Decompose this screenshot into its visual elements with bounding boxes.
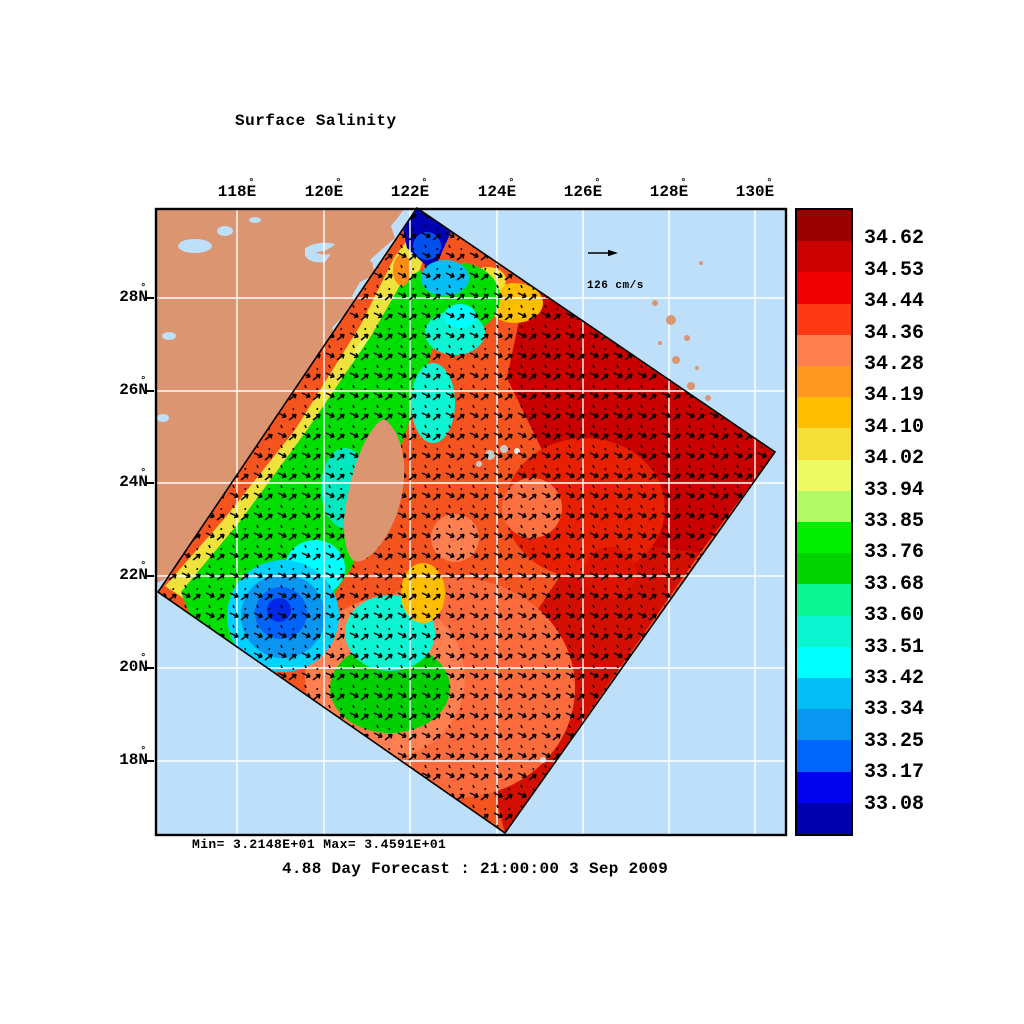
- colorbar-segment: [797, 272, 851, 304]
- colorbar-label: 33.51: [864, 636, 925, 659]
- colorbar-label: 33.85: [864, 510, 925, 533]
- colorbar-label: 33.76: [864, 541, 925, 564]
- colorbar-segment: [797, 522, 851, 554]
- lat-num: 22: [119, 566, 139, 584]
- forecast-caption: 4.88 Day Forecast : 21:00:00 3 Sep 2009: [282, 860, 669, 878]
- map-frame: [154, 207, 788, 837]
- lon-num: 130: [735, 183, 765, 201]
- colorbar-label: 33.94: [864, 479, 925, 502]
- colorbar-label: 33.34: [864, 698, 925, 721]
- lon-label-130e: 130E: [725, 183, 785, 201]
- page-title: Surface Salinity: [235, 112, 397, 130]
- colorbar-segment: [797, 366, 851, 398]
- colorbar-label: 34.36: [864, 322, 925, 345]
- colorbar-label: 33.25: [864, 730, 925, 753]
- mainland-landmass: [155, 208, 405, 584]
- lat-hemi: N: [138, 751, 148, 769]
- model-domain-outline: [156, 206, 777, 835]
- lon-num: 122: [390, 183, 420, 201]
- colorbar-label: 33.60: [864, 604, 925, 627]
- colorbar-segment: [797, 740, 851, 772]
- colorbar-segment: [797, 553, 851, 585]
- colorbar-segment: [797, 459, 851, 491]
- reference-vector-label: 126 cm/s: [587, 280, 644, 292]
- colorbar-segment: [797, 428, 851, 460]
- colorbar-label: 33.08: [864, 793, 925, 816]
- lon-num: 118: [217, 183, 247, 201]
- taiwan-island: [344, 419, 405, 562]
- colorbar-label: 33.68: [864, 573, 925, 596]
- colorbar-segment: [797, 771, 851, 803]
- lon-num: 124: [477, 183, 507, 201]
- lat-hemi: N: [138, 473, 148, 491]
- colorbar-label: 34.02: [864, 447, 925, 470]
- lat-label-20n: 20N: [86, 658, 148, 676]
- lon-num: 126: [563, 183, 593, 201]
- lon-hemi: E: [247, 183, 257, 201]
- lat-label-28n: 28N: [86, 288, 148, 306]
- lat-hemi: N: [138, 566, 148, 584]
- colorbar-segment: [797, 490, 851, 523]
- colorbar-segment: [797, 397, 851, 429]
- lon-hemi: E: [765, 183, 775, 201]
- lat-num: 20: [119, 658, 139, 676]
- lat-label-26n: 26N: [86, 381, 148, 399]
- colorbar-label: 34.53: [864, 259, 925, 282]
- colorbar-segment: [797, 303, 851, 335]
- lat-num: 26: [119, 381, 139, 399]
- map-panel: 126 cm/s: [146, 206, 788, 837]
- lat-label-24n: 24N: [86, 473, 148, 491]
- colorbar-label: 33.17: [864, 761, 925, 784]
- colorbar-segment: [797, 709, 851, 741]
- colorbar-segment: [797, 646, 851, 679]
- colorbar-segment: [797, 615, 851, 647]
- lon-hemi: E: [334, 183, 344, 201]
- lon-label-126e: 126E: [553, 183, 613, 201]
- lon-hemi: E: [507, 183, 517, 201]
- lon-label-124e: 124E: [467, 183, 527, 201]
- lon-hemi: E: [679, 183, 689, 201]
- lon-label-120e: 120E: [294, 183, 354, 201]
- colorbar-segment: [797, 678, 851, 710]
- colorbar-label: 34.19: [864, 384, 925, 407]
- lon-num: 128: [649, 183, 679, 201]
- lon-label-122e: 122E: [380, 183, 440, 201]
- lat-label-18n: 18N: [86, 751, 148, 769]
- ryukyu-islands: [652, 261, 711, 401]
- colorbar-label: 34.28: [864, 353, 925, 376]
- lat-num: 24: [119, 473, 139, 491]
- lakes: [157, 217, 335, 422]
- field-min-max: Min= 3.2148E+01 Max= 3.4591E+01: [192, 837, 447, 852]
- lat-label-22n: 22N: [86, 566, 148, 584]
- lon-hemi: E: [420, 183, 430, 201]
- lon-label-118e: 118E: [207, 183, 267, 201]
- colorbar-segment: [797, 584, 851, 616]
- lat-hemi: N: [138, 658, 148, 676]
- colorbar: [795, 208, 853, 836]
- colorbar-segment: [797, 241, 851, 273]
- colorbar-segment: [797, 802, 851, 835]
- reference-vector: 126 cm/s: [587, 249, 644, 292]
- colorbar-label: 34.44: [864, 290, 925, 313]
- lat-hemi: N: [138, 288, 148, 306]
- colorbar-label: 33.42: [864, 667, 925, 690]
- lon-label-128e: 128E: [639, 183, 699, 201]
- lat-num: 18: [119, 751, 139, 769]
- colorbar-label: 34.62: [864, 227, 925, 250]
- colorbar-segment: [797, 210, 851, 242]
- lat-hemi: N: [138, 381, 148, 399]
- lat-num: 28: [119, 288, 139, 306]
- left-axis-ticks: [146, 297, 154, 762]
- lon-num: 120: [304, 183, 334, 201]
- colorbar-label: 34.10: [864, 416, 925, 439]
- colorbar-segment: [797, 334, 851, 367]
- lon-hemi: E: [593, 183, 603, 201]
